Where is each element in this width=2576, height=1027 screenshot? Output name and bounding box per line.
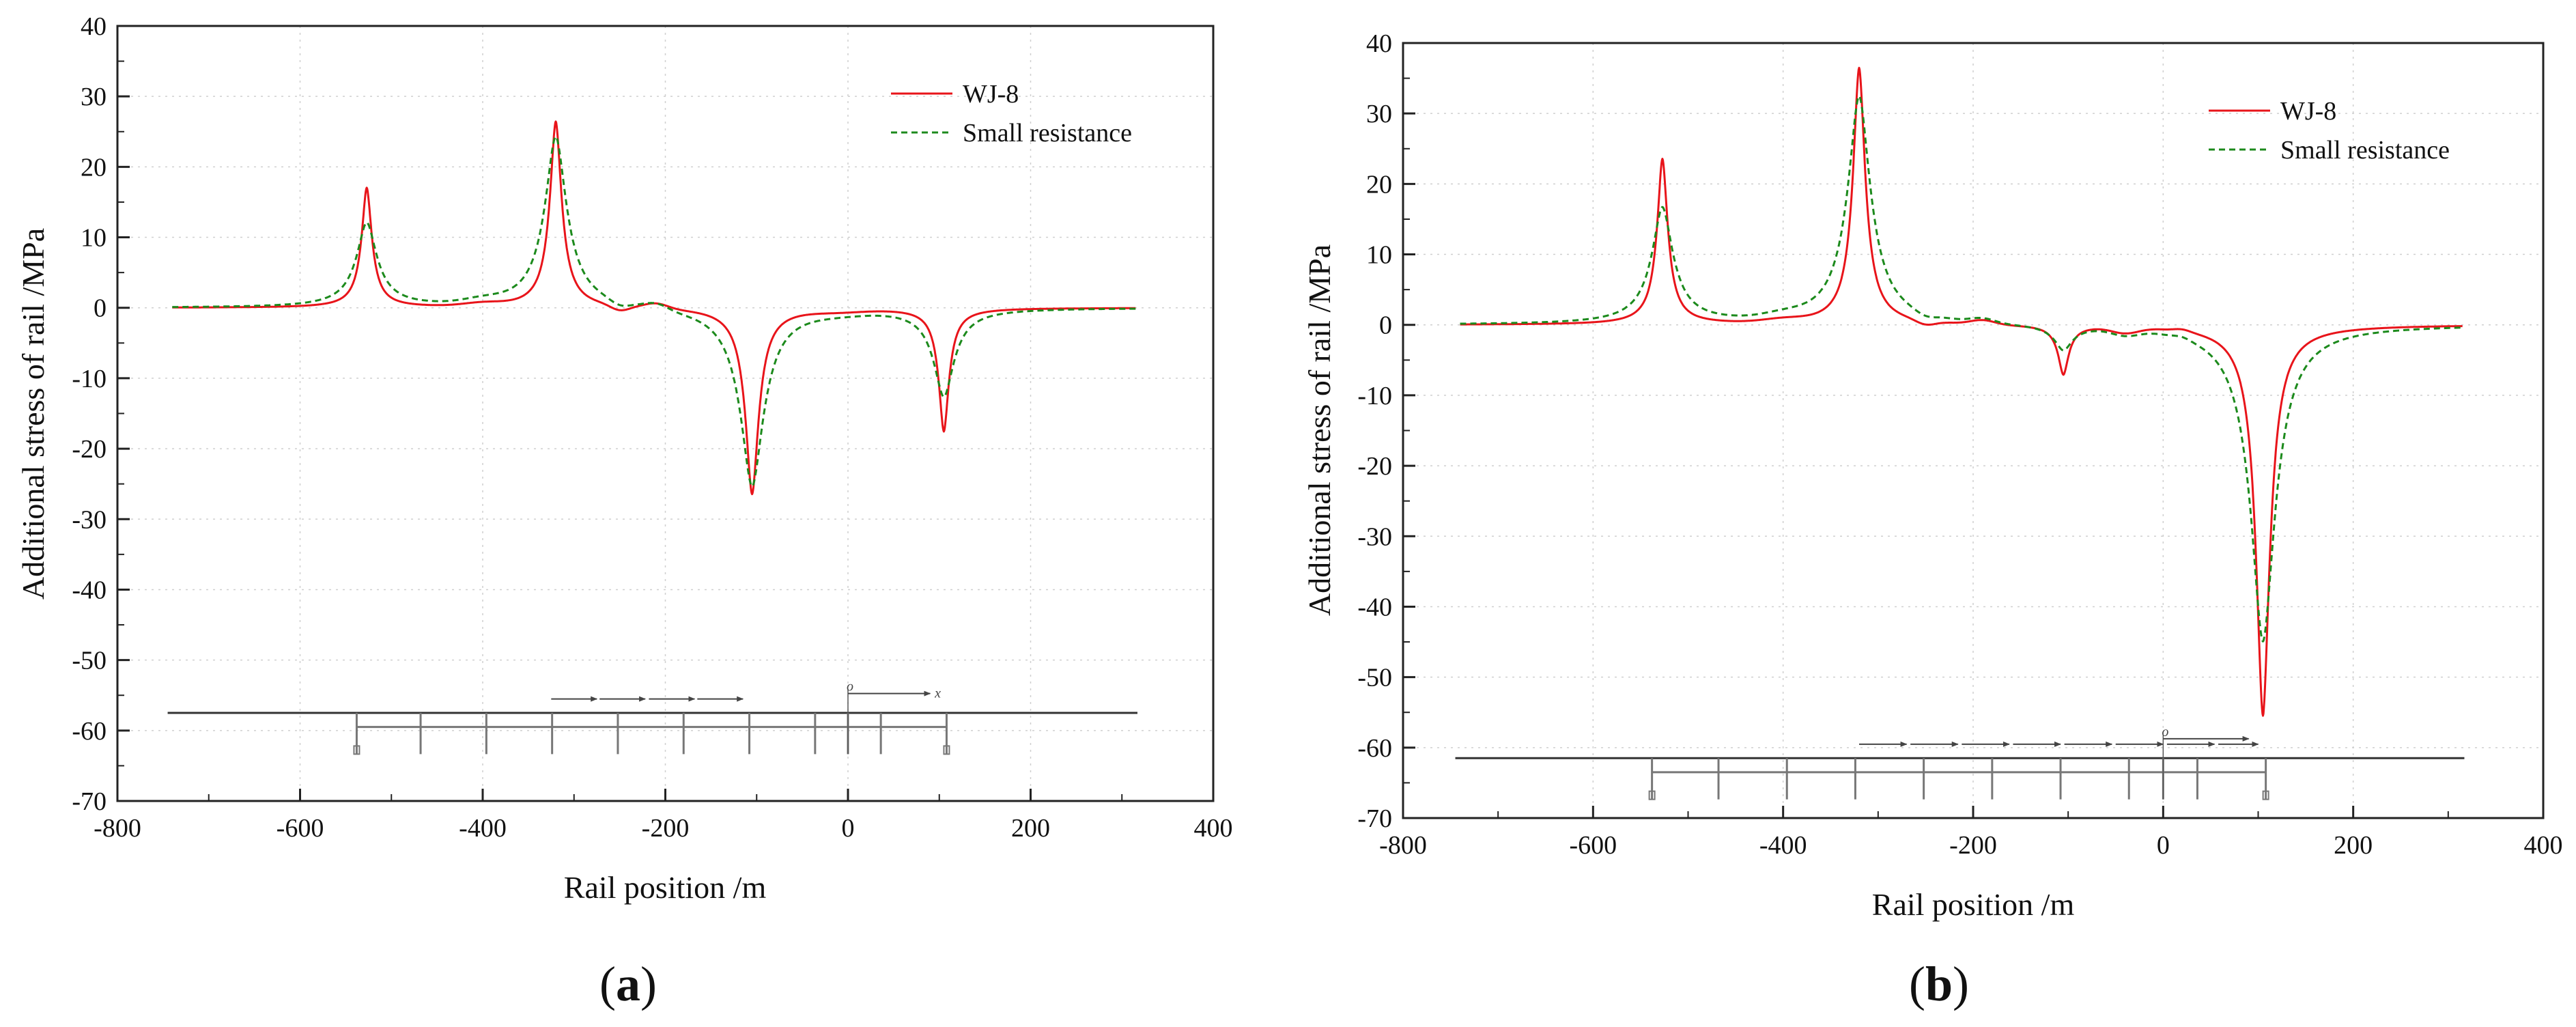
x-tick-label: 0 — [842, 814, 855, 843]
schematic-abutment — [353, 745, 360, 755]
x-tick-label: -200 — [642, 814, 690, 843]
x-tick-label: -600 — [1570, 831, 1617, 860]
y-tick-label: 40 — [1366, 29, 1392, 58]
y-tick-label: 30 — [81, 83, 107, 111]
legend-label-small-resistance-b: Small resistance — [2280, 136, 2450, 165]
schematic-b: o — [1455, 724, 2465, 800]
y-tick-label: -20 — [72, 435, 107, 464]
y-tick-labels-a: 40 30 20 10 0 -10 -20 -30 -40 -50 -60 -70 — [72, 12, 107, 816]
y-tick-label: -70 — [72, 787, 107, 816]
y-tick-label: -50 — [1357, 664, 1392, 692]
y-tick-label: 0 — [1379, 311, 1392, 340]
x-tick-labels-b: -800 -600 -400 -200 0 200 400 — [1379, 831, 2562, 860]
y-axis-label-b: Additional stress of rail /MPa — [1302, 244, 1337, 616]
x-tick-label: -400 — [459, 814, 507, 843]
y-tick-label: -40 — [72, 576, 107, 604]
y-tick-label: -40 — [1357, 593, 1392, 621]
axes-b — [1402, 42, 2545, 819]
schematic-abutment — [1648, 790, 1656, 800]
x-tick-label: 0 — [2157, 831, 2170, 860]
x-tick-label: -800 — [1379, 831, 1427, 860]
schematic-abutment — [2262, 790, 2269, 800]
y-tick-label: -70 — [1357, 804, 1392, 833]
y-tick-label: -60 — [1357, 734, 1392, 763]
grid-b — [1403, 43, 2543, 818]
panel-label-b: (b) — [1909, 957, 1969, 1011]
y-tick-label: -50 — [72, 647, 107, 675]
panel-label-a: (a) — [599, 957, 657, 1011]
y-tick-label: 40 — [81, 12, 107, 41]
x-tick-label: 400 — [2524, 831, 2563, 860]
legend-b: WJ-8 Small resistance — [2209, 97, 2450, 165]
x-tick-labels-a: -800 -600 -400 -200 0 200 400 — [94, 814, 1232, 843]
x-tick-label: 200 — [2334, 831, 2373, 860]
y-tick-label: 10 — [81, 224, 107, 253]
x-tick-label: 400 — [1194, 814, 1233, 843]
y-tick-label: 20 — [1366, 170, 1392, 199]
x-tick-label: 200 — [1011, 814, 1050, 843]
y-tick-label: -20 — [1357, 452, 1392, 481]
x-tick-label: -800 — [94, 814, 141, 843]
chart-panel-b: o -800 -600 -400 -200 0 200 400 40 30 20 10 0 -10 -2… — [1302, 29, 2563, 1011]
y-tick-label: 20 — [81, 153, 107, 182]
y-tick-label: -30 — [1357, 522, 1392, 551]
series-group-b — [1459, 66, 2463, 717]
legend-label-small-resistance-a: Small resistance — [963, 119, 1132, 147]
series-line-small-resistance — [1459, 95, 2463, 643]
series-line-wj8 — [1459, 66, 2463, 717]
series-line-small-resistance — [171, 135, 1137, 488]
schematic-origin-label: o — [2162, 724, 2168, 740]
y-tick-label: 10 — [1366, 241, 1392, 270]
schematic-abutment — [943, 745, 950, 755]
schematic-axis-label: x — [934, 686, 941, 701]
y-tick-label: 30 — [1366, 100, 1392, 128]
y-tick-labels-b: 40 30 20 10 0 -10 -20 -30 -40 -50 -60 -70 — [1357, 29, 1392, 833]
schematic-origin-label: o — [847, 679, 853, 694]
legend-a: WJ-8 Small resistance — [891, 80, 1132, 147]
x-axis-label-a: Rail position /m — [564, 870, 767, 905]
x-tick-label: -200 — [1949, 831, 1997, 860]
series-group-a — [171, 120, 1137, 496]
axes-a — [116, 25, 1215, 802]
grid-a — [117, 26, 1213, 801]
y-tick-label: 0 — [94, 294, 107, 323]
y-tick-label: -30 — [72, 505, 107, 534]
y-axis-label-a: Additional stress of rail /MPa — [16, 228, 51, 600]
legend-label-wj8-a: WJ-8 — [963, 80, 1019, 109]
legend-label-wj8-b: WJ-8 — [2280, 97, 2336, 126]
y-tick-label: -10 — [1357, 382, 1392, 410]
y-tick-label: -10 — [72, 365, 107, 393]
x-tick-label: -600 — [277, 814, 324, 843]
x-axis-label-b: Rail position /m — [1872, 887, 2075, 922]
y-tick-label: -60 — [72, 717, 107, 746]
x-tick-label: -400 — [1759, 831, 1807, 860]
